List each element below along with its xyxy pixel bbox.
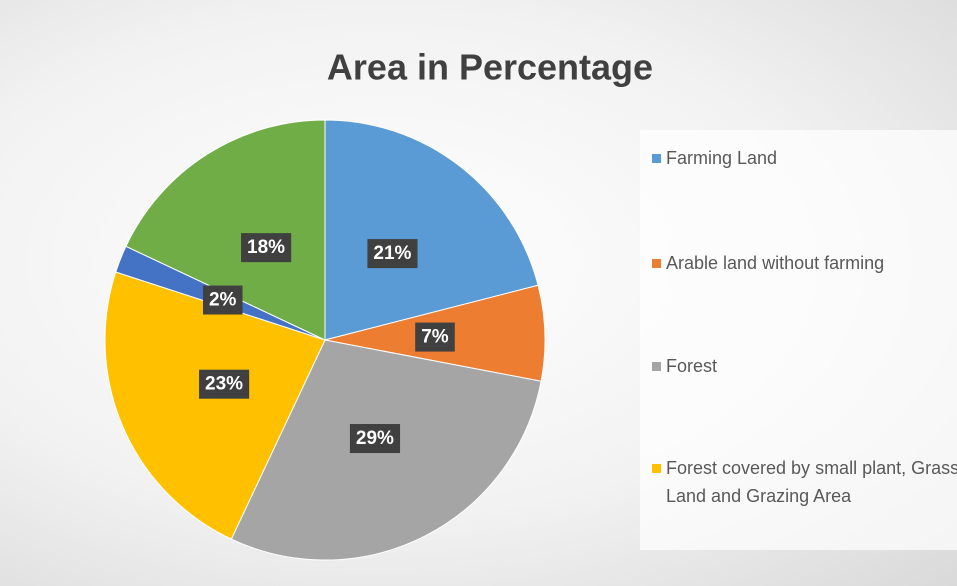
- data-label-box: [241, 233, 292, 263]
- legend-swatch: [652, 362, 661, 371]
- legend-entry: Farming Land: [652, 144, 957, 172]
- data-label-box: [415, 322, 455, 352]
- legend-label: Forest covered by small plant, Grass Lan…: [666, 458, 957, 506]
- chart-title: Area in Percentage: [327, 47, 653, 88]
- data-label-box: [199, 369, 250, 399]
- data-label: 18%: [247, 237, 285, 258]
- data-label: 7%: [421, 327, 449, 348]
- data-label: 2%: [209, 290, 237, 311]
- data-label-box: [349, 424, 401, 454]
- legend-entry: Forest covered by small plant, Grass Lan…: [652, 454, 957, 510]
- data-label: 21%: [373, 243, 411, 264]
- pie-slice: [324, 119, 539, 341]
- legend-label: Farming Land: [666, 148, 778, 168]
- legend-swatch: [652, 464, 661, 473]
- legend-swatch: [652, 154, 661, 163]
- data-label: 23%: [205, 374, 243, 395]
- legend-swatch: [652, 259, 661, 268]
- legend-label: Arable land without farming: [666, 253, 885, 273]
- legend: Farming Land Arable land without farming F…: [640, 130, 957, 550]
- legend-entry: Forest: [652, 352, 957, 380]
- legend-entry: Arable land without farming: [652, 249, 957, 277]
- data-label-box: [202, 285, 243, 315]
- legend-label: Forest: [666, 356, 718, 376]
- data-label-box: [367, 239, 418, 269]
- pie-slice: [125, 119, 326, 341]
- data-label: 29%: [356, 428, 394, 449]
- pie-slice: [104, 271, 326, 540]
